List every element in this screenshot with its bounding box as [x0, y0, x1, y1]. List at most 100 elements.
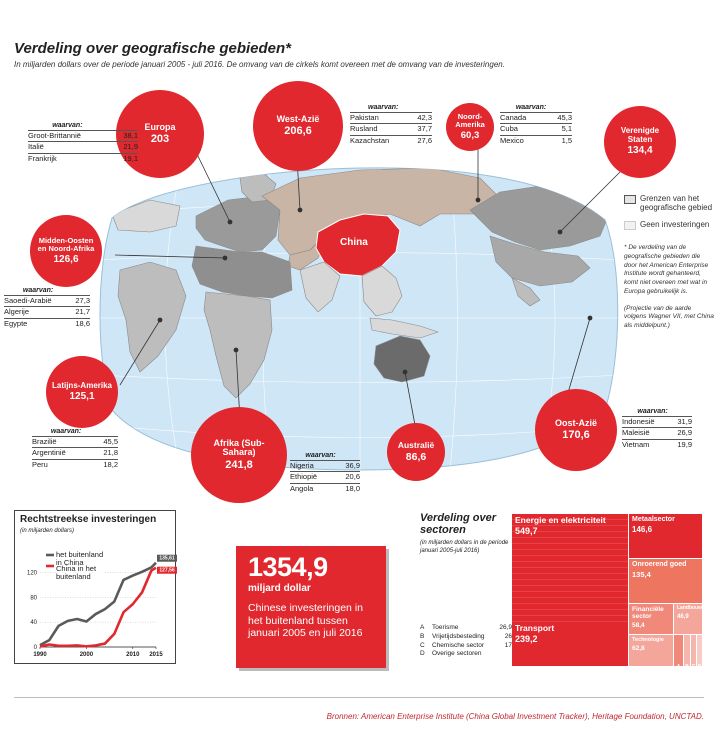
bubble-label-0: Europa 203: [120, 122, 200, 146]
breakdown-value: 27,3: [75, 296, 90, 305]
breakdown-row: Canada 45,3: [500, 112, 572, 123]
bubble-oost-azie: [535, 389, 617, 471]
sector-small-value: 26,9: [499, 624, 512, 631]
treemap-tile-label: D: [697, 664, 702, 666]
bubble-value: 203: [150, 132, 170, 145]
breakdown-row: Brazilië 45,5: [32, 436, 118, 447]
breakdown-country: Vietnam: [622, 439, 650, 449]
breakdown-heading: waarvan:: [515, 104, 547, 111]
sector-small-row: A Toerisme 26,9: [420, 624, 512, 633]
breakdown-value: 27,6: [417, 135, 432, 145]
x-tick-label: 2000: [80, 652, 94, 658]
breakdown-table-2: waarvan: Canada 45,3 Cuba 5,1 Mexico 1,5: [500, 104, 572, 146]
treemap-tile-label: Landbouw: [677, 605, 702, 611]
bubble-label-5: Latijns-Amerika 125,1: [51, 381, 113, 403]
map-sub-sahara: [203, 291, 273, 399]
sector-small-list: A Toerisme 26,9 B Vrijetijdsbesteding 26 C Chem…: [420, 624, 512, 659]
treemap-tile-value: 46,9: [677, 613, 689, 620]
end-label-box-0: [157, 554, 177, 562]
treemap-tile-3: Onroerend goed 135,4: [629, 559, 702, 603]
bubble-name: West-Azië: [276, 113, 320, 124]
breakdown-country: Maleisië: [622, 428, 650, 438]
breakdown-value: 19,9: [677, 439, 692, 449]
treemap-tile-value: 135,4: [632, 569, 651, 579]
legend-borders: Grenzen van het geografische gebied: [640, 194, 713, 212]
treemap-tile-value: 146,6: [632, 524, 653, 534]
map-australia: [373, 335, 431, 383]
treemap-tile-9: C: [691, 635, 696, 666]
page-subtitle: In miljarden dollars over de periode jan…: [14, 60, 505, 69]
breakdown-country: Peru: [32, 459, 48, 469]
bubble-name: Oost-Azië: [554, 417, 597, 428]
breakdown-value: 45,3: [557, 113, 572, 122]
breakdown-value: 42,3: [417, 113, 432, 122]
breakdown-value: 20,6: [345, 472, 360, 482]
bubble-value: 86,6: [405, 450, 427, 463]
breakdown-country: Algerije: [4, 307, 30, 317]
sources-text: Bronnen: American Enterprise Institute (…: [326, 712, 704, 721]
total-box: 1354,9 miljard dollar Chinese investerin…: [236, 546, 386, 668]
treemap-tile-value: 58,4: [632, 622, 645, 630]
bubble-value: 126,6: [53, 253, 79, 265]
breakdown-row: Peru 18,2: [32, 458, 118, 470]
treemap-tile-value: 239,2: [515, 634, 538, 645]
treemap-tile-label: B: [684, 664, 690, 666]
bubble-label-2: Noord-Amerika 60,3: [447, 113, 493, 141]
breakdown-heading: waarvan:: [368, 104, 399, 111]
sector-small-key: B: [420, 632, 425, 640]
breakdown-row: Maleisië 26,9: [622, 427, 692, 438]
y-tick-label: 40: [30, 620, 37, 626]
bubble-label-3: Verenigde Staten 134,4: [610, 127, 670, 156]
treemap-tile-8: B: [684, 635, 690, 666]
footer-rule: [14, 697, 704, 698]
bubble-name: Noord-Amerika: [455, 112, 485, 130]
end-label-box-1: [157, 566, 177, 574]
breakdown-country: Kazachstan: [350, 135, 390, 145]
breakdown-row: Rusland 37,7: [350, 123, 432, 134]
breakdown-value: 36,9: [345, 461, 360, 470]
line-chart-svg: 0 40 80 120 1990 2000 2010 2015 135,61 127,56: [27, 553, 177, 658]
bubble-verenigde-staten: [604, 106, 676, 178]
breakdown-value: 21,8: [103, 448, 118, 458]
breakdown-country: Argentinië: [32, 448, 66, 458]
breakdown-value: 38,1: [123, 131, 138, 140]
map-china: [315, 213, 401, 277]
breakdown-country: Frankrijk: [28, 153, 57, 163]
breakdown-value: 31,9: [677, 417, 692, 426]
breakdown-heading: waarvan:: [637, 408, 668, 415]
breakdown-row: Pakistan 42,3: [350, 112, 432, 123]
bubble-value: 125,1: [69, 390, 95, 402]
map-canada-west: [111, 199, 181, 233]
series-line-1: [39, 566, 157, 648]
breakdown-value: 21,9: [123, 142, 138, 152]
treemap-tile-label: A: [674, 664, 683, 666]
breakdown-value: 18,0: [345, 483, 360, 493]
breakdown-country: Pakistan: [350, 113, 379, 122]
bubble-name: Verenigde Staten: [620, 126, 660, 144]
breakdown-country: Egypte: [4, 318, 28, 328]
treemap-tile-label: Energie en elektriciteit: [515, 515, 606, 525]
map-usa: [489, 235, 591, 287]
breakdown-country: Canada: [500, 113, 527, 122]
sector-small-value: 26: [504, 632, 512, 640]
bubble-west-azie: [253, 81, 343, 171]
breakdown-country: Indonesië: [622, 417, 655, 426]
china-map-label: China: [340, 237, 368, 248]
bubble-noord-amerika: [446, 103, 494, 151]
bubble-name: Midden-Oosten en Noord-Afrika: [37, 235, 95, 253]
breakdown-row: Argentinië 21,8: [32, 447, 118, 458]
breakdown-value: 37,7: [417, 124, 432, 134]
sector-small-label: Overige sectoren: [432, 650, 482, 658]
map-leader-lines: [114, 139, 633, 426]
breakdown-country: Nigeria: [290, 461, 314, 470]
breakdown-row: Indonesië 31,9: [622, 416, 692, 427]
sector-small-key: C: [420, 641, 425, 649]
breakdown-country: Angola: [290, 483, 314, 493]
breakdown-value: 26,9: [677, 428, 692, 438]
breakdown-heading: waarvan:: [50, 428, 82, 435]
breakdown-table-5: waarvan: Brazilië 45,5 Argentinië 21,8 Peru 18…: [32, 428, 118, 470]
treemap-tile-1: Transport 239,2: [512, 622, 628, 666]
bubble-mena: [30, 215, 102, 287]
sector-small-key: D: [420, 650, 425, 658]
treemap-tile-label: C: [691, 664, 696, 666]
